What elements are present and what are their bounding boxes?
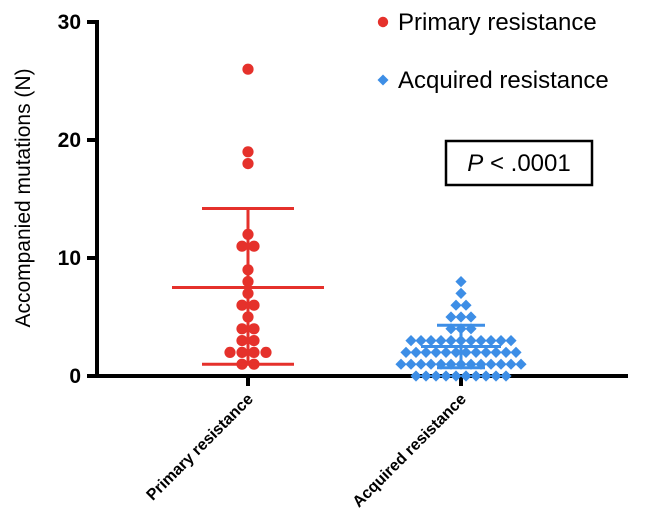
y-tick-label: 20 [58,129,81,152]
data-point [495,358,507,370]
data-point [405,358,417,370]
data-point [248,346,260,358]
y-tick-label: 30 [58,11,81,34]
x-category-label: Acquired resistance [350,391,470,511]
legend-item: Primary resistance [377,9,597,36]
data-point [430,346,442,358]
data-point [242,63,254,75]
data-point [490,346,502,358]
data-point [460,299,472,311]
data-point [500,370,512,382]
data-point [485,358,497,370]
data-point [500,346,512,358]
data-point [505,335,517,347]
data-point [395,358,407,370]
data-point [490,370,502,382]
data-point [410,346,422,358]
data-marks [172,63,527,382]
x-category-label: Primary resistance [144,391,257,504]
data-point [224,346,236,358]
data-point [440,370,452,382]
legend-label: Primary resistance [398,9,597,36]
data-point [480,346,492,358]
legend-marker [377,74,389,86]
p-value-box [444,139,594,187]
data-point [505,358,517,370]
legend-label: Acquired resistance [398,67,609,94]
y-axis-title: Accompanied mutations (N) [12,68,35,327]
series-1 [172,63,324,370]
data-point [510,346,522,358]
data-point [460,346,472,358]
data-point [236,323,248,335]
data-point [465,311,477,323]
data-point [435,335,447,347]
data-point [415,335,427,347]
data-point [485,335,497,347]
data-point [420,370,432,382]
series-2 [395,276,527,382]
p-value-annotation: P < .0001 [444,139,594,187]
data-point [470,346,482,358]
data-point [460,370,472,382]
y-tick-label: 0 [69,365,81,388]
data-point [480,370,492,382]
data-point [445,335,457,347]
data-point [445,311,457,323]
data-point [410,370,422,382]
data-point [495,335,507,347]
data-point [260,346,272,358]
data-point [425,335,437,347]
data-point [515,358,527,370]
data-point [450,299,462,311]
data-point [440,346,452,358]
data-point [236,346,248,358]
data-point [425,358,437,370]
data-point [248,299,260,311]
data-point [415,358,427,370]
data-point [465,335,477,347]
data-point [405,335,417,347]
data-point [248,240,260,252]
legend-marker [377,16,389,28]
data-point [248,323,260,335]
data-point [430,370,442,382]
y-tick-label: 10 [58,247,81,270]
data-point [400,346,412,358]
legend: Primary resistance Acquired resistance [377,9,609,94]
data-point [420,346,432,358]
data-point [475,335,487,347]
data-point [242,146,254,158]
p-value-label: P < .0001 [467,150,570,177]
data-point [455,287,467,299]
data-point [242,158,254,170]
data-point [450,346,462,358]
data-point [455,276,467,288]
data-point [248,335,260,347]
data-point [450,370,462,382]
data-point [470,370,482,382]
data-point [236,299,248,311]
data-point [236,240,248,252]
data-point [236,335,248,347]
legend-item: Acquired resistance [377,67,609,94]
data-point [455,311,467,323]
